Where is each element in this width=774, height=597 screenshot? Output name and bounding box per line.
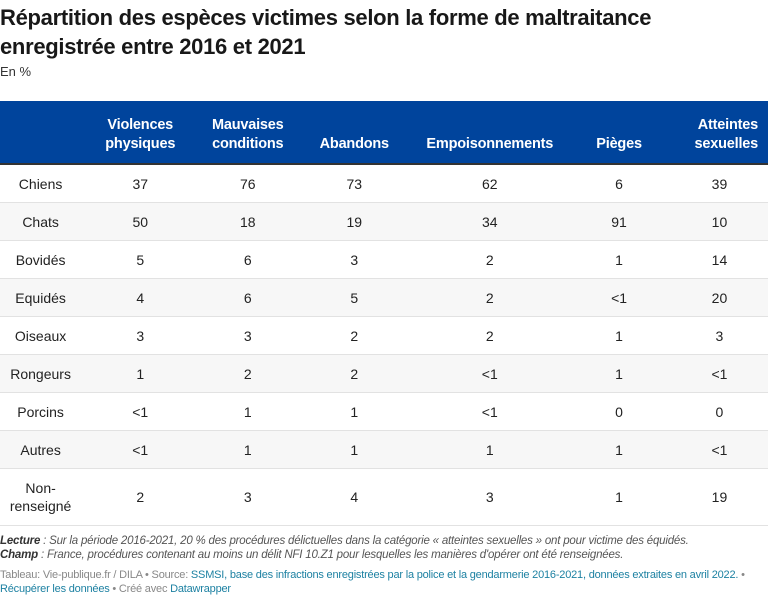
table-cell: 1 [567, 240, 671, 279]
table-cell: 19 [296, 202, 413, 241]
table-row: Bovidés 5 6 3 2 1 14 [0, 240, 768, 279]
table-cell: 1 [412, 430, 568, 469]
row-label: Equidés [0, 278, 82, 317]
table-row: Equidés 4 6 5 2 <1 20 [0, 278, 768, 317]
lecture-label: Lecture [0, 535, 41, 547]
source-link[interactable]: SSMSI, base des infractions enregistrées… [190, 569, 739, 581]
separator: • [738, 569, 745, 581]
table-row: Chiens 37 76 73 62 6 39 [0, 164, 768, 203]
column-header: Mauvaises conditions [199, 101, 297, 165]
table-row: Rongeurs 1 2 2 <1 1 <1 [0, 354, 768, 393]
table-cell: 1 [81, 354, 200, 393]
table-cell: 1 [567, 354, 671, 393]
column-header [0, 101, 82, 165]
table-cell: 19 [670, 468, 768, 526]
table-cell: 3 [296, 240, 413, 279]
row-label: Non-renseigné [0, 468, 82, 526]
header-row: Violences physiques Mauvaises conditions A… [0, 101, 768, 165]
row-label: Porcins [0, 392, 82, 431]
table-cell: 1 [296, 392, 413, 431]
table-row: Non-renseigné 2 3 4 3 1 19 [0, 468, 768, 526]
champ-label: Champ [0, 549, 38, 561]
get-data-link[interactable]: Récupérer les données [0, 583, 110, 595]
table-cell: 1 [296, 430, 413, 469]
table-cell: 3 [199, 468, 297, 526]
table-cell: 1 [199, 430, 297, 469]
table-cell: 1 [567, 316, 671, 355]
column-header: Atteintes sexuelles [670, 101, 768, 165]
table-cell: <1 [567, 278, 671, 317]
row-label: Oiseaux [0, 316, 82, 355]
table-cell: 2 [412, 240, 568, 279]
column-header: Empoisonnements [412, 101, 568, 165]
table-cell: 37 [81, 164, 200, 203]
data-table: Violences physiques Mauvaises conditions A… [0, 101, 768, 526]
table-cell: 18 [199, 202, 297, 241]
table-cell: 3 [670, 316, 768, 355]
table-cell: 0 [567, 392, 671, 431]
table-cell: 73 [296, 164, 413, 203]
table-cell: 0 [670, 392, 768, 431]
table-cell: 91 [567, 202, 671, 241]
table-row: Autres <1 1 1 1 1 <1 [0, 430, 768, 469]
table-cell: <1 [412, 392, 568, 431]
table-row: Oiseaux 3 3 2 2 1 3 [0, 316, 768, 355]
table-cell: 2 [296, 354, 413, 393]
table-cell: 5 [81, 240, 200, 279]
chart-subtitle: En % [0, 64, 32, 79]
table-cell: 39 [670, 164, 768, 203]
row-label: Chats [0, 202, 82, 241]
table-cell: 1 [567, 430, 671, 469]
table-cell: 6 [199, 240, 297, 279]
table-cell: 2 [412, 278, 568, 317]
row-label: Bovidés [0, 240, 82, 279]
table-row: Porcins <1 1 1 <1 0 0 [0, 392, 768, 431]
table-cell: 14 [670, 240, 768, 279]
column-header: Violences physiques [81, 101, 200, 165]
table-cell: 4 [81, 278, 200, 317]
table-cell: <1 [670, 430, 768, 469]
table-cell: 5 [296, 278, 413, 317]
table-cell: 3 [81, 316, 200, 355]
table-cell: 1 [199, 392, 297, 431]
column-header: Abandons [296, 101, 413, 165]
table-cell: 2 [296, 316, 413, 355]
table-cell: 34 [412, 202, 568, 241]
table-cell: 20 [670, 278, 768, 317]
table-cell: 4 [296, 468, 413, 526]
created-with: • Créé avec [109, 583, 171, 595]
row-label: Rongeurs [0, 354, 82, 393]
table-cell: 1 [567, 468, 671, 526]
table-cell: 62 [412, 164, 568, 203]
champ-text: : France, procédures contenant au moins … [37, 549, 624, 561]
table-cell: 10 [670, 202, 768, 241]
table-cell: <1 [81, 430, 200, 469]
table-cell: 76 [199, 164, 297, 203]
table-cell: <1 [412, 354, 568, 393]
table-cell: 2 [199, 354, 297, 393]
credit: Tableau: Vie-publique.fr / DILA • Source… [0, 569, 191, 581]
chart-title: Répartition des espèces victimes selon l… [0, 5, 652, 59]
table-cell: 50 [81, 202, 200, 241]
table-cell: 6 [199, 278, 297, 317]
table-cell: 6 [567, 164, 671, 203]
table-cell: 2 [81, 468, 200, 526]
notes: Lecture : Sur la période 2016-2021, 20 %… [0, 534, 689, 562]
lecture-text: : Sur la période 2016-2021, 20 % des pro… [40, 535, 689, 547]
table-row: Chats 50 18 19 34 91 10 [0, 202, 768, 241]
footer: Tableau: Vie-publique.fr / DILA • Source… [0, 568, 772, 596]
row-label: Chiens [0, 164, 82, 203]
table-cell: <1 [670, 354, 768, 393]
datawrapper-link[interactable]: Datawrapper [170, 583, 231, 595]
row-label: Autres [0, 430, 82, 469]
column-header: Pièges [567, 101, 671, 165]
table-cell: <1 [81, 392, 200, 431]
table-cell: 3 [412, 468, 568, 526]
table-cell: 2 [412, 316, 568, 355]
table-cell: 3 [199, 316, 297, 355]
